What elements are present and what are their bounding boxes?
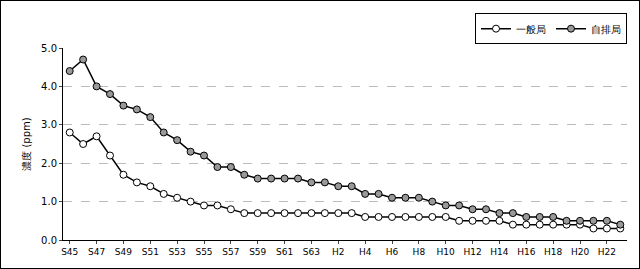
svg-text:S61: S61 — [276, 247, 293, 257]
svg-text:H18: H18 — [544, 247, 562, 257]
svg-text:H14: H14 — [490, 247, 508, 257]
svg-text:S47: S47 — [88, 247, 105, 257]
svg-text:H10: H10 — [437, 247, 455, 257]
svg-text:H12: H12 — [463, 247, 481, 257]
svg-text:濃度 (ppm): 濃度 (ppm) — [21, 117, 32, 171]
svg-text:3.0: 3.0 — [41, 119, 57, 130]
svg-text:H16: H16 — [517, 247, 535, 257]
svg-text:H4: H4 — [359, 247, 372, 257]
svg-text:S55: S55 — [195, 247, 212, 257]
svg-text:一般局: 一般局 — [516, 24, 546, 35]
svg-text:H20: H20 — [571, 247, 589, 257]
svg-text:5.0: 5.0 — [41, 43, 57, 54]
svg-text:自排局: 自排局 — [591, 24, 621, 35]
svg-text:S49: S49 — [115, 247, 132, 257]
svg-text:S51: S51 — [142, 247, 159, 257]
svg-text:4.0: 4.0 — [41, 81, 57, 92]
svg-text:2.0: 2.0 — [41, 158, 57, 169]
svg-text:H2: H2 — [332, 247, 345, 257]
svg-text:0.0: 0.0 — [41, 235, 57, 246]
svg-text:S63: S63 — [303, 247, 320, 257]
svg-text:1.0: 1.0 — [41, 196, 57, 207]
svg-text:H22: H22 — [598, 247, 616, 257]
svg-text:H6: H6 — [386, 247, 399, 257]
svg-text:S57: S57 — [222, 247, 239, 257]
svg-text:S53: S53 — [169, 247, 186, 257]
svg-text:S45: S45 — [61, 247, 78, 257]
svg-text:S59: S59 — [249, 247, 266, 257]
svg-text:H8: H8 — [413, 247, 426, 257]
